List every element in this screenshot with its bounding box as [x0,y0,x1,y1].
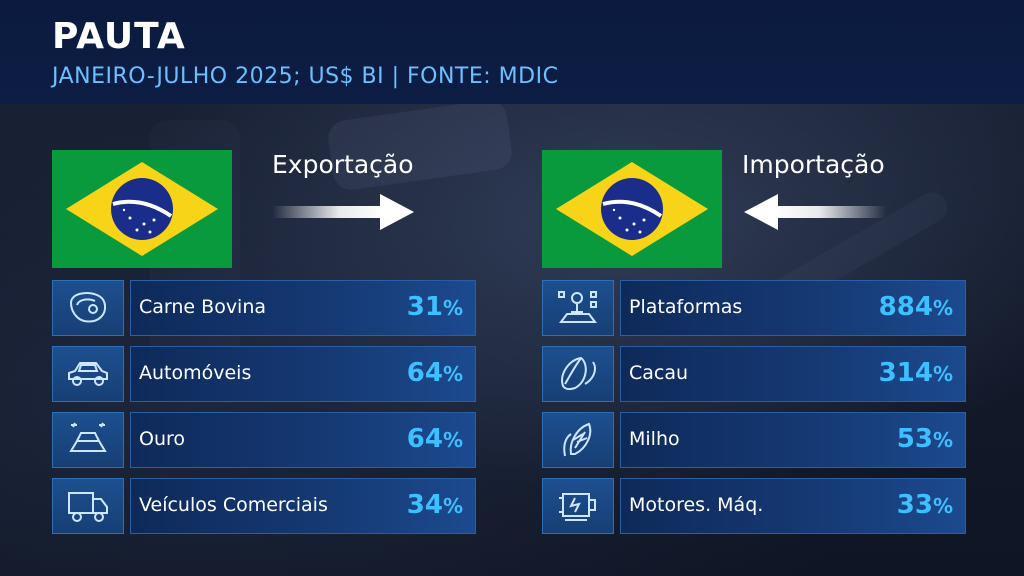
export-bar: Carne Bovina 31% [130,280,476,336]
gold-bar-icon [52,412,124,468]
arrow-left-icon [744,194,886,230]
car-icon [52,346,124,402]
corn-icon [542,412,614,468]
platform-icon [542,280,614,336]
page-title: PAUTA [52,16,186,57]
import-bar: Motores. Máq. 33% [620,478,966,534]
item-label: Plataformas [629,296,743,318]
export-bar: Veículos Comerciais 34% [130,478,476,534]
truck-icon [52,478,124,534]
motor-icon [542,478,614,534]
item-value: 31% [406,292,463,322]
item-value: 33% [896,490,953,520]
import-label: Importação [742,150,885,179]
export-bar: Automóveis 64% [130,346,476,402]
export-label: Exportação [272,150,414,179]
import-bar: Cacau 314% [620,346,966,402]
item-value: 64% [406,424,463,454]
item-label: Veículos Comerciais [139,494,328,516]
item-value: 34% [406,490,463,520]
item-label: Cacau [629,362,689,384]
item-value: 53% [896,424,953,454]
brazil-flag-import [542,150,722,268]
item-label: Milho [629,428,680,450]
item-value: 314% [878,358,953,388]
item-label: Motores. Máq. [629,494,764,516]
cocoa-icon [542,346,614,402]
item-label: Automóveis [139,362,252,384]
item-label: Ouro [139,428,186,450]
import-bar: Plataformas 884% [620,280,966,336]
item-value: 884% [878,292,953,322]
item-label: Carne Bovina [139,296,267,318]
arrow-right-icon [272,194,414,230]
steak-icon [52,280,124,336]
item-value: 64% [406,358,463,388]
page-subtitle: JANEIRO-JULHO 2025; US$ BI | FONTE: MDIC [52,64,559,89]
header-bar: PAUTA JANEIRO-JULHO 2025; US$ BI | FONTE… [0,0,1024,104]
import-bar: Milho 53% [620,412,966,468]
export-bar: Ouro 64% [130,412,476,468]
brazil-flag-export [52,150,232,268]
